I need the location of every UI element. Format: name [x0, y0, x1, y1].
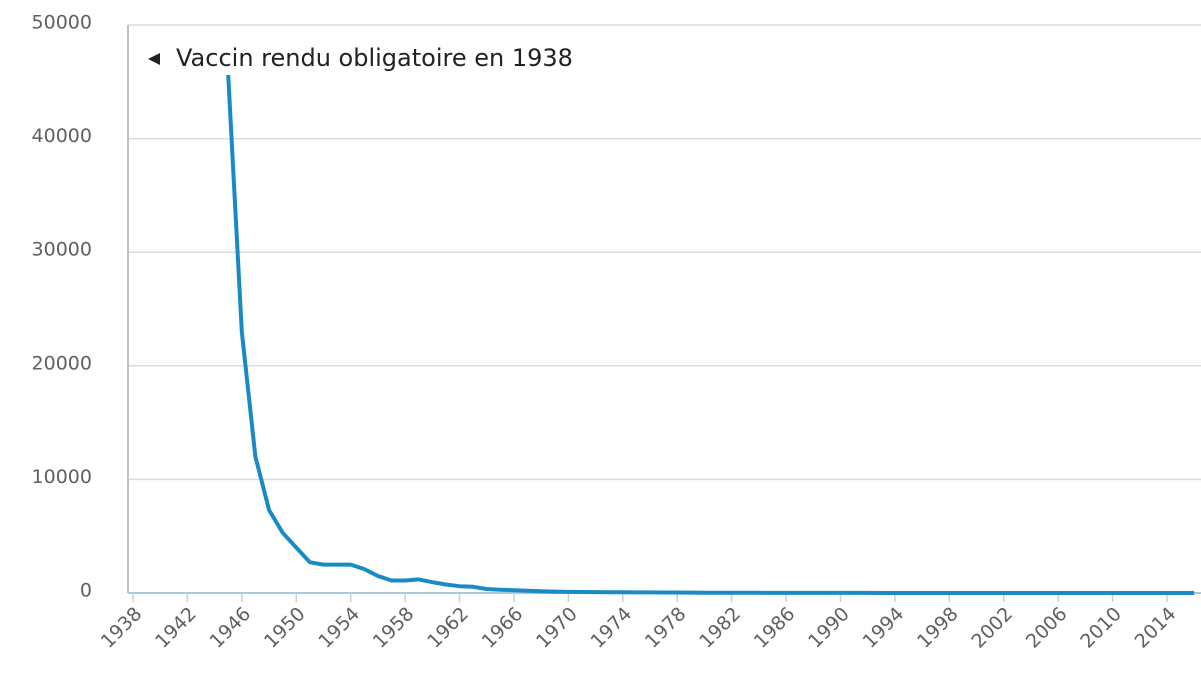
annotation-text: Vaccin rendu obligatoire en 1938 — [176, 44, 573, 72]
x-tick-label: 1958 — [369, 603, 419, 653]
x-tick-label: 1974 — [586, 603, 636, 653]
x-tick-label: 1954 — [314, 603, 364, 653]
x-tick-label: 1966 — [478, 603, 528, 653]
y-tick-label: 30000 — [32, 239, 92, 261]
x-tick-label: 2002 — [967, 603, 1017, 653]
annotation: Vaccin rendu obligatoire en 1938 — [148, 44, 573, 72]
x-tick-label: 1986 — [750, 603, 800, 653]
x-tick-label: 1998 — [913, 603, 963, 653]
x-tick-label: 1994 — [859, 603, 909, 653]
y-tick-label: 10000 — [32, 466, 92, 488]
x-tick-label: 2010 — [1076, 603, 1126, 653]
annotation-arrow — [148, 53, 160, 65]
x-tick-label: 1970 — [532, 603, 582, 653]
x-tick-label: 1962 — [423, 603, 473, 653]
x-tick-label: 2014 — [1131, 603, 1181, 653]
y-tick-label: 40000 — [32, 125, 92, 147]
x-tick-label: 1938 — [97, 603, 147, 653]
x-tick-label: 1946 — [206, 603, 256, 653]
x-tick-label: 1978 — [641, 603, 691, 653]
line — [226, 74, 1195, 595]
x-tick-label: 1990 — [804, 603, 854, 653]
x-tick-label: 1982 — [695, 603, 745, 653]
y-tick-label: 0 — [80, 580, 92, 602]
y-tick-label: 20000 — [32, 352, 92, 374]
x-tick-label: 1950 — [260, 603, 310, 653]
x-tick-label: 1942 — [151, 603, 201, 653]
y-tick-label: 50000 — [32, 12, 92, 34]
x-tick-label: 2006 — [1022, 603, 1072, 653]
